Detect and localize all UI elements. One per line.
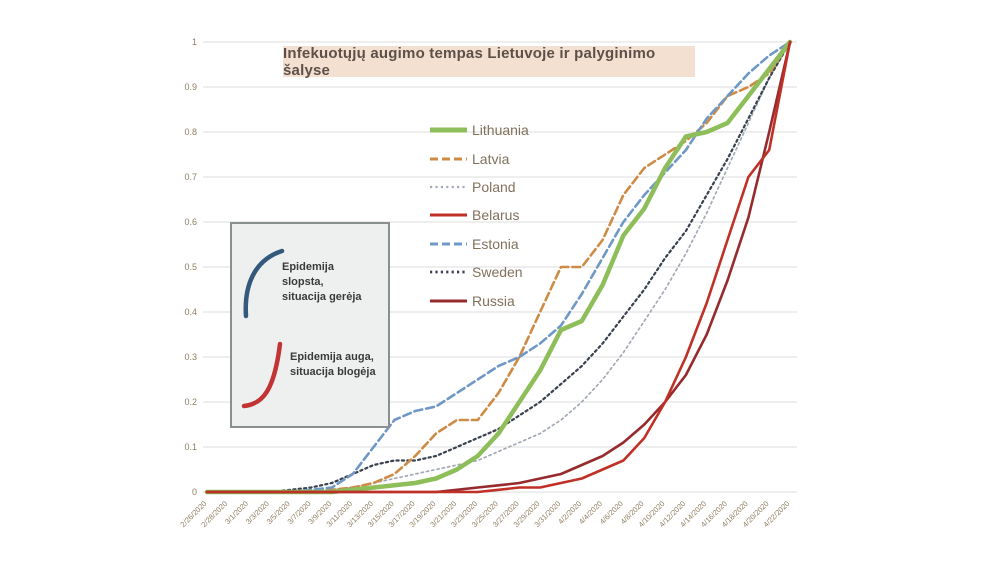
legend-line-sample-russia [430, 298, 467, 303]
legend-item-belarus: Belarus [429, 201, 529, 229]
legend-line-sample-belarus [430, 213, 467, 217]
legend-label: Belarus [472, 207, 520, 224]
legend-item-sweden: Sweden [429, 258, 529, 286]
legend-line-sample-sweden [430, 270, 467, 274]
y-axis-tick-label: 0.7 [184, 172, 197, 182]
legend-item-poland: Poland [429, 173, 529, 201]
y-axis-tick-label: 0.1 [184, 442, 197, 452]
series-line-sweden [205, 40, 792, 494]
legend-line-sample-lithuania [430, 127, 467, 133]
legend-line-sample-estonia [430, 242, 467, 246]
y-axis-tick-label: 0.4 [184, 307, 197, 317]
legend-line-sample-poland [430, 185, 467, 189]
y-axis-tick-label: 0.5 [184, 262, 197, 272]
y-axis-tick-label: 0.3 [184, 352, 197, 362]
y-axis-tick-label: 0.9 [184, 82, 197, 92]
annotation-worsening-text: Epidemija auga, situacija blogėja [290, 351, 376, 378]
legend-item-russia: Russia [429, 286, 529, 314]
annotation-curves [241, 248, 285, 409]
legend-label: Lithuania [472, 122, 529, 139]
y-axis-tick-label: 0.8 [184, 127, 197, 137]
annotation-improving-text: Epidemija slopsta, situacija gerėja [282, 261, 362, 303]
series-line-belarus [205, 40, 792, 494]
legend-label: Sweden [472, 264, 523, 281]
y-axis-tick-label: 0.2 [184, 397, 197, 407]
chart-title: Infekuotųjų augimo tempas Lietuvoje ir p… [283, 45, 695, 79]
legend-label: Latvia [472, 150, 510, 167]
y-axis-tick-label: 0.6 [184, 217, 197, 227]
worsening-curve-icon [241, 341, 283, 409]
legend-label: Russia [472, 292, 515, 309]
legend-label: Poland [472, 178, 516, 195]
chart-legend: Lithuania Latvia Poland Belarus Estonia Swede… [429, 116, 529, 315]
legend-item-latvia: Latvia [429, 144, 529, 172]
legend-item-lithuania: Lithuania [429, 116, 529, 144]
legend-item-estonia: Estonia [429, 230, 529, 258]
legend-line-sample-latvia [430, 157, 467, 161]
improving-curve-icon [243, 248, 285, 319]
y-axis-tick-label: 0 [192, 487, 197, 497]
legend-label: Estonia [472, 235, 519, 252]
annotation-box: Epidemija slopsta, situacija gerėja Epid… [230, 222, 390, 428]
y-axis-tick-label: 1 [192, 37, 197, 47]
